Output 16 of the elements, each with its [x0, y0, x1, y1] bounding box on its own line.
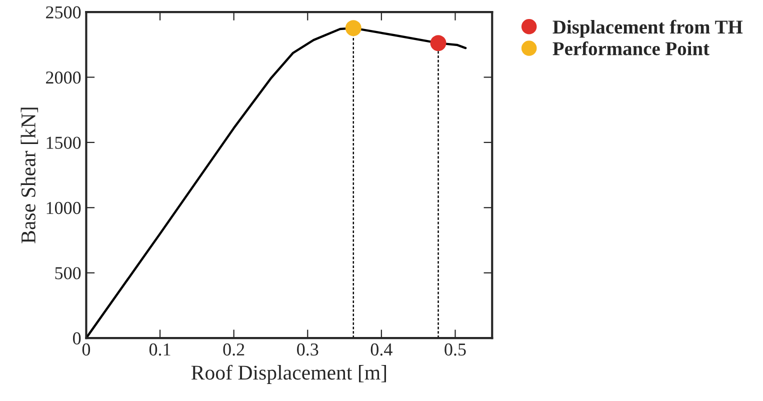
x-tick-label: 0.5 [444, 343, 466, 356]
x-tick-label: 0.1 [149, 343, 170, 356]
y-axis-title: Base Shear [kN] [20, 108, 38, 244]
x-tick-label: 0.2 [223, 343, 244, 356]
x-axis-title: Roof Displacement [m] [191, 364, 386, 384]
y-tick-label: 1500 [46, 136, 81, 149]
y-tick-label: 500 [55, 267, 81, 280]
x-tick-label: 0.4 [370, 343, 392, 356]
y-tick-label: 2000 [46, 71, 81, 84]
x-tick-label: 0.3 [297, 343, 318, 356]
legend-label: Performance Point [552, 41, 710, 56]
y-tick-label: 1000 [46, 202, 81, 214]
y-tick-label: 2500 [46, 6, 81, 18]
legend-label: Displacement from TH [552, 20, 743, 38]
x-tick-label: 0 [82, 343, 90, 356]
y-tick-label: 0 [73, 332, 81, 344]
